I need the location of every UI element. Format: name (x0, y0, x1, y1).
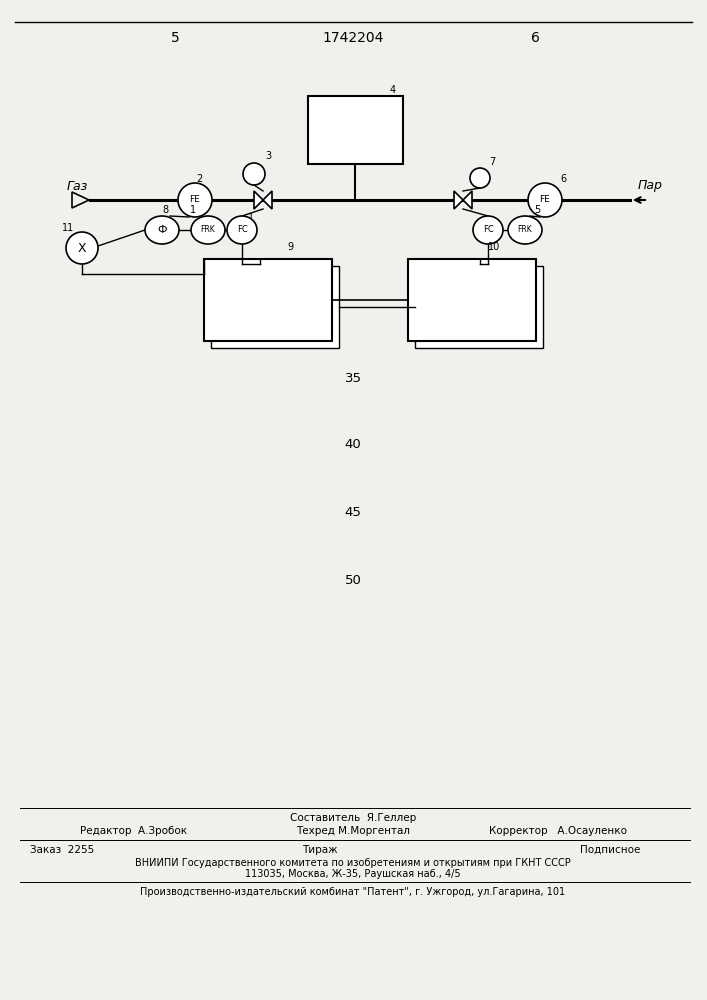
Text: 5: 5 (170, 31, 180, 45)
Text: 8: 8 (162, 205, 168, 215)
Text: Заказ  2255: Заказ 2255 (30, 845, 94, 855)
Text: 50: 50 (344, 574, 361, 586)
Circle shape (528, 183, 562, 217)
Ellipse shape (227, 216, 257, 244)
Text: 1: 1 (190, 205, 196, 215)
Text: Производственно-издательский комбинат "Патент", г. Ужгород, ул.Гагарина, 101: Производственно-издательский комбинат "П… (141, 887, 566, 897)
Text: FRK: FRK (201, 226, 216, 234)
Text: FC: FC (483, 226, 493, 234)
Bar (408, 259, 536, 341)
Text: 40: 40 (344, 438, 361, 452)
Text: Ф: Ф (157, 225, 167, 235)
Bar (211, 266, 339, 348)
Text: 35: 35 (344, 371, 361, 384)
Text: 45: 45 (344, 506, 361, 518)
Text: Пар: Пар (638, 180, 663, 192)
Text: 2: 2 (196, 174, 202, 184)
Text: 10: 10 (488, 242, 500, 252)
Text: Техред М.Моргентал: Техред М.Моргентал (296, 826, 410, 836)
Circle shape (470, 168, 490, 188)
Polygon shape (254, 191, 263, 209)
Bar (308, 96, 402, 164)
Text: Составитель  Я.Геллер: Составитель Я.Геллер (290, 813, 416, 823)
Polygon shape (454, 191, 463, 209)
Circle shape (243, 163, 265, 185)
Text: X: X (78, 241, 86, 254)
Ellipse shape (473, 216, 503, 244)
Text: 113035, Москва, Ж-35, Раушская наб., 4/5: 113035, Москва, Ж-35, Раушская наб., 4/5 (245, 869, 461, 879)
Text: 6: 6 (530, 31, 539, 45)
Text: FRK: FRK (518, 226, 532, 234)
Text: 9: 9 (287, 242, 293, 252)
Text: FC: FC (237, 226, 247, 234)
Text: Редактор  А.Зробок: Редактор А.Зробок (80, 826, 187, 836)
Ellipse shape (191, 216, 225, 244)
Text: 3: 3 (265, 151, 271, 161)
Circle shape (66, 232, 98, 264)
Ellipse shape (145, 216, 179, 244)
Text: 4: 4 (390, 85, 396, 95)
Text: 1: 1 (248, 213, 254, 223)
Text: Корректор   А.Осауленко: Корректор А.Осауленко (489, 826, 627, 836)
Ellipse shape (508, 216, 542, 244)
Text: 1742204: 1742204 (322, 31, 384, 45)
Text: 6: 6 (560, 174, 566, 184)
Text: Газ: Газ (67, 180, 88, 192)
Text: 5: 5 (534, 205, 540, 215)
Text: 7: 7 (489, 157, 495, 167)
Text: Тираж: Тираж (302, 845, 338, 855)
Circle shape (178, 183, 212, 217)
Text: 11: 11 (62, 223, 74, 233)
Text: FE: FE (189, 196, 200, 205)
Bar (204, 259, 332, 341)
Polygon shape (463, 191, 472, 209)
Text: Подписное: Подписное (580, 845, 641, 855)
Text: FE: FE (539, 196, 550, 205)
Polygon shape (263, 191, 272, 209)
Bar (415, 266, 543, 348)
Text: ВНИИПИ Государственного комитета по изобретениям и открытиям при ГКНТ СССР: ВНИИПИ Государственного комитета по изоб… (135, 858, 571, 868)
